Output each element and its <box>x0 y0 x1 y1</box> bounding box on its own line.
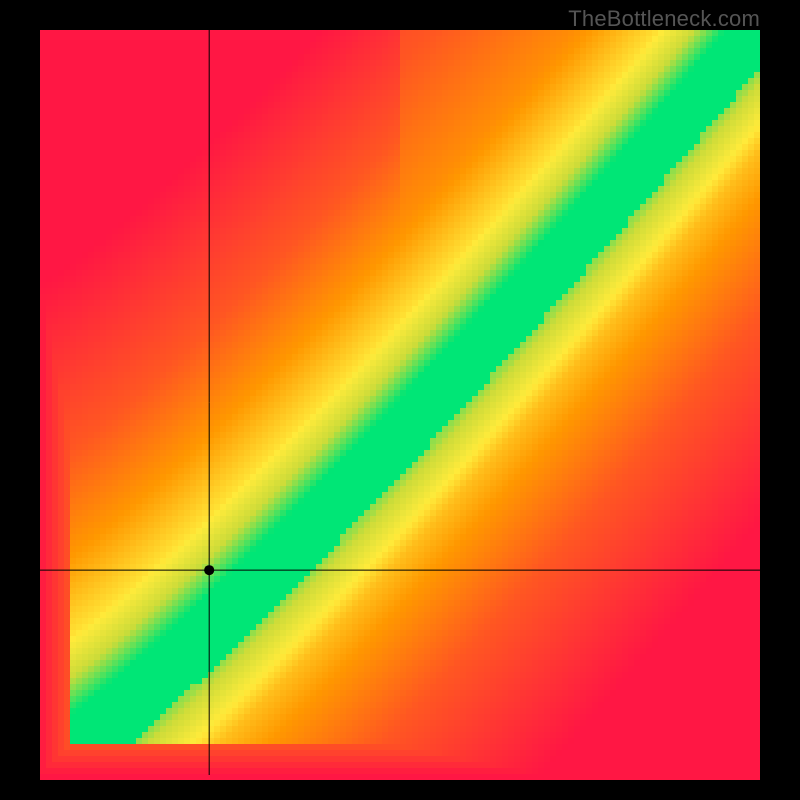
bottleneck-heatmap <box>0 0 800 800</box>
watermark-text: TheBottleneck.com <box>568 6 760 32</box>
chart-container: { "watermark": { "text": "TheBottleneck.… <box>0 0 800 800</box>
